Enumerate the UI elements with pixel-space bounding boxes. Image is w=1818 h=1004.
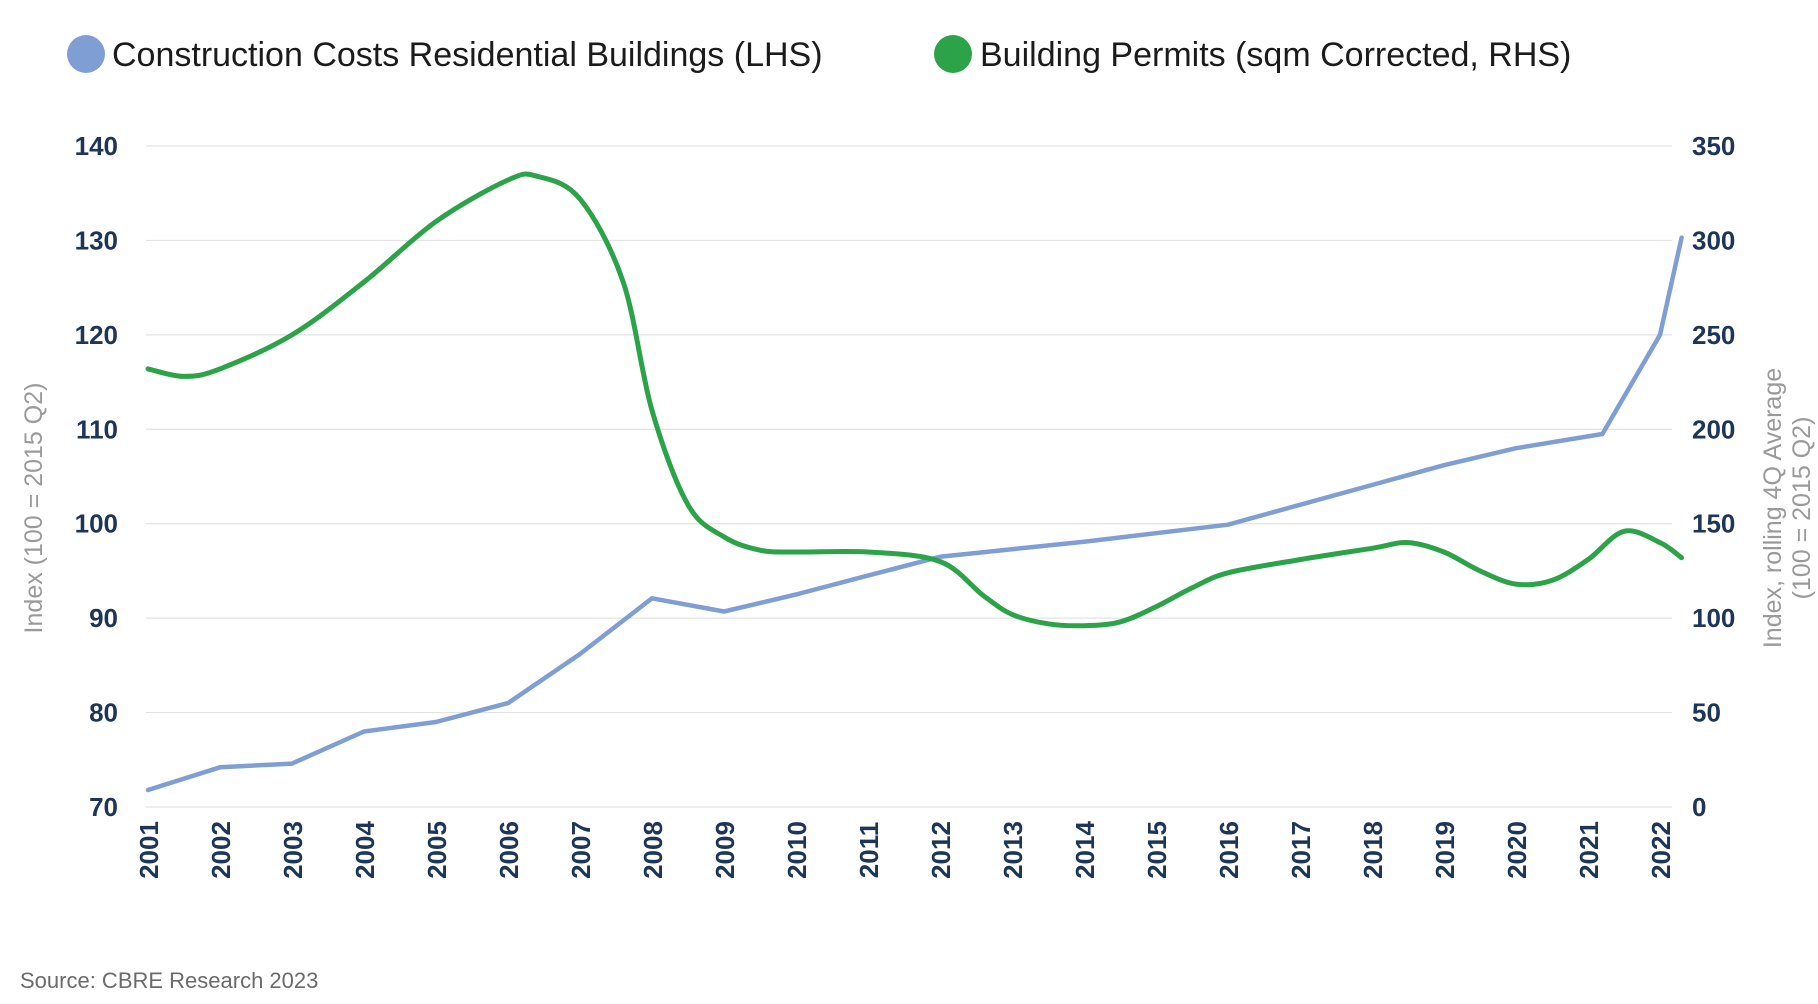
left-tick-label: 130	[75, 225, 118, 255]
left-tick-label: 90	[89, 603, 118, 633]
gridlines	[146, 145, 1672, 808]
x-tick-label: 2009	[710, 821, 740, 879]
x-tick-label: 2006	[494, 821, 524, 879]
x-tick-label: 2019	[1430, 821, 1460, 879]
x-tick-label: 2003	[278, 821, 308, 879]
right-tick-label: 100	[1692, 603, 1735, 633]
x-tick-label: 2001	[134, 821, 164, 879]
right-tick-label: 250	[1692, 320, 1735, 350]
x-tick-label: 2016	[1214, 821, 1244, 879]
legend-label-building-permits: Building Permits (sqm Corrected, RHS)	[980, 36, 1571, 74]
x-tick-label: 2005	[422, 821, 452, 879]
x-tick-label: 2017	[1286, 821, 1316, 879]
x-tick-label: 2010	[782, 821, 812, 879]
legend-swatch-construction-costs	[67, 35, 105, 73]
right-tick-label: 50	[1692, 698, 1721, 728]
x-tick-label: 2007	[566, 821, 596, 879]
x-tick-label: 2013	[998, 821, 1028, 879]
x-axis-ticks: 2001 2002 2003 2004 2005 2006 2007 2008 2009 2010…	[134, 821, 1676, 879]
series-line-building-permits	[145, 171, 1685, 629]
series	[145, 171, 1685, 793]
x-tick-label: 2018	[1358, 821, 1388, 879]
x-tick-label: 2002	[206, 821, 236, 879]
left-y-axis-title: Index (100 = 2015 Q2)	[20, 383, 48, 634]
x-tick-label: 2022	[1646, 821, 1676, 879]
x-tick-label: 2015	[1142, 821, 1172, 879]
left-tick-label: 140	[75, 131, 118, 161]
left-tick-label: 100	[75, 509, 118, 539]
x-tick-label: 2011	[854, 822, 884, 878]
right-y-axis-title-line1: Index, rolling 4Q Average	[1759, 368, 1787, 648]
left-tick-label: 110	[76, 414, 118, 444]
legend: Construction Costs Residential Buildings…	[67, 35, 1571, 74]
legend-swatch-building-permits	[934, 35, 972, 73]
x-tick-label: 2012	[926, 821, 956, 879]
left-tick-label: 120	[75, 320, 118, 350]
right-tick-label: 300	[1692, 225, 1735, 255]
right-y-axis-ticks: 0 50 100 150 200 250 300 350	[1692, 131, 1735, 822]
x-tick-label: 2008	[638, 821, 668, 879]
right-tick-label: 200	[1692, 414, 1735, 444]
x-tick-label: 2021	[1574, 821, 1604, 879]
left-y-axis-ticks: 70 80 90 100 110 120 130 140	[75, 131, 118, 822]
x-tick-label: 2014	[1070, 821, 1100, 879]
right-tick-label: 0	[1692, 792, 1706, 822]
x-tick-label: 2004	[350, 821, 380, 879]
left-tick-label: 80	[89, 698, 118, 728]
x-tick-label: 2020	[1502, 821, 1532, 879]
left-tick-label: 70	[89, 792, 118, 822]
source-note: Source: CBRE Research 2023	[20, 968, 318, 993]
right-tick-label: 150	[1692, 509, 1735, 539]
right-y-axis-title-line2: (100 = 2015 Q2)	[1788, 417, 1816, 600]
right-tick-label: 350	[1692, 131, 1735, 161]
legend-label-construction-costs: Construction Costs Residential Buildings…	[112, 36, 823, 74]
series-line-construction-costs	[145, 235, 1684, 793]
